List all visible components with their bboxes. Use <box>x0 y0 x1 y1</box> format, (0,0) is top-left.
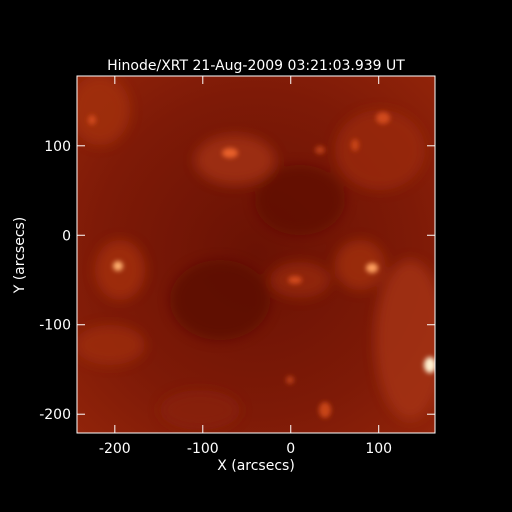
x-tick-label: 100 <box>365 441 392 457</box>
x-tick-label: 0 <box>286 441 295 457</box>
y-tick-label: 0 <box>62 228 71 244</box>
y-axis-label: Y (arcsecs) <box>12 217 28 295</box>
y-tick-label: 100 <box>44 139 71 155</box>
y-tick-label: -100 <box>39 318 71 334</box>
x-axis-label: X (arcsecs) <box>217 458 295 474</box>
chart-title: Hinode/XRT 21-Aug-2009 03:21:03.939 UT <box>107 58 405 74</box>
x-tick-label: -100 <box>187 441 219 457</box>
plot-frame <box>76 75 436 434</box>
solar-image <box>77 76 435 433</box>
x-tick-label: -200 <box>99 441 131 457</box>
y-tick-label: -200 <box>39 407 71 423</box>
